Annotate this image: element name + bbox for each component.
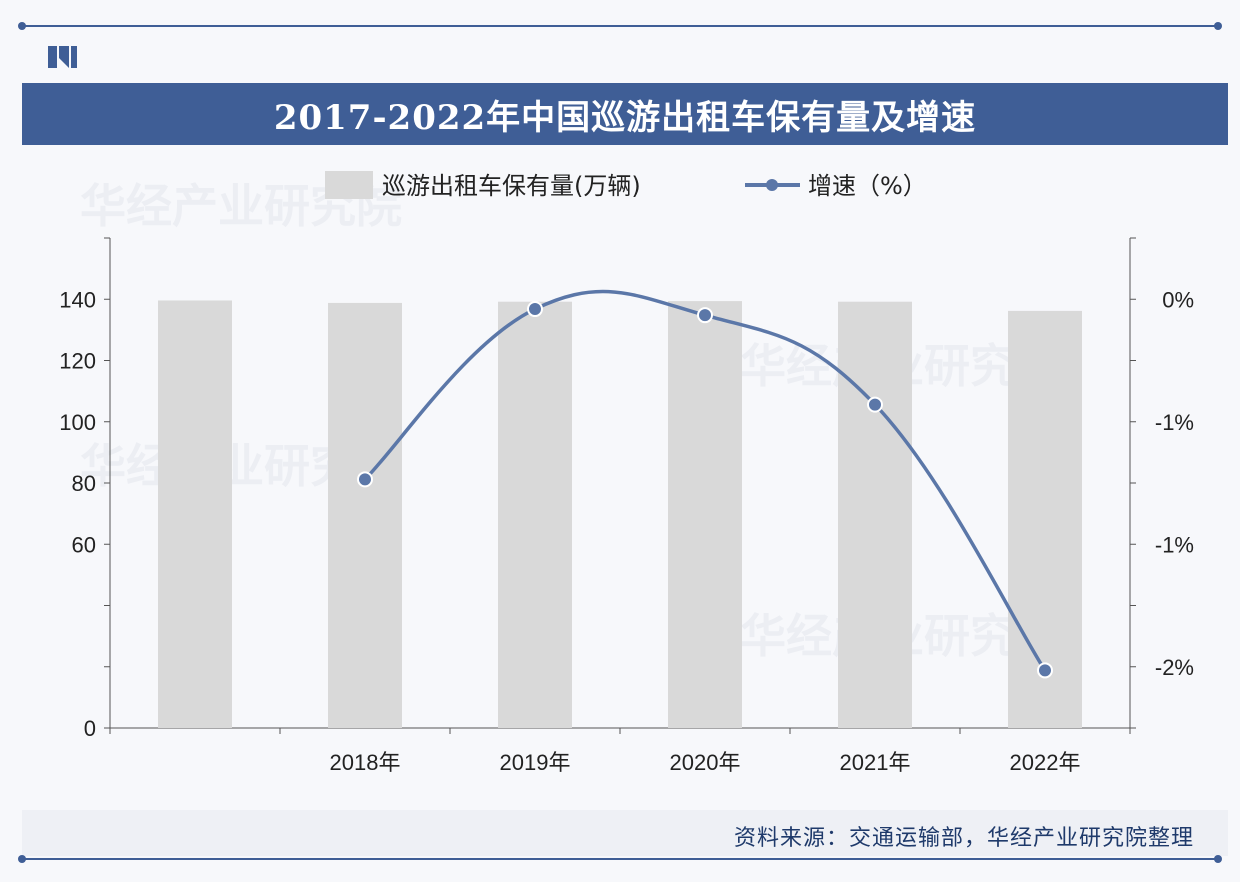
source-text: 资料来源：交通运输部，华经产业研究院整理 — [733, 826, 1194, 851]
legend-line-label: 增速（%） — [808, 172, 927, 200]
legend-line-marker — [766, 179, 778, 191]
x-tick-label: 2021年 — [840, 750, 911, 775]
y-right-tick-label: -1% — [1155, 532, 1194, 557]
x-tick-label: 2019年 — [500, 750, 571, 775]
x-tick-label: 2022年 — [1010, 750, 1081, 775]
bar — [838, 301, 912, 728]
y-right-tick-label: -1% — [1155, 410, 1194, 435]
bar — [328, 302, 402, 728]
growth-point — [697, 307, 713, 324]
legend-bar-swatch — [325, 171, 373, 199]
bottom-rule — [18, 855, 1222, 863]
title-bar: 2017-2022年中国巡游出租车保有量及增速 — [22, 83, 1228, 145]
x-tick-label: 2018年 — [330, 750, 401, 775]
y-left-tick-label: 60 — [72, 532, 96, 557]
y-left-tick-label: 80 — [72, 471, 96, 496]
x-tick-label: 2020年 — [670, 750, 741, 775]
logo-icon — [48, 46, 77, 68]
legend-bar-label: 巡游出租车保有量(万辆) — [382, 172, 641, 200]
growth-point — [527, 301, 543, 318]
top-rule — [18, 22, 1222, 30]
bar — [668, 301, 742, 728]
y-left-tick-label: 120 — [59, 349, 96, 374]
y-right-tick-label: 0% — [1162, 287, 1194, 312]
y-left-tick-label: 100 — [59, 410, 96, 435]
bar — [1008, 310, 1082, 728]
bar — [158, 300, 232, 728]
growth-point — [1037, 662, 1053, 679]
growth-point — [357, 471, 373, 488]
source-bar: 资料来源：交通运输部，华经产业研究院整理 — [22, 810, 1228, 856]
y-right-tick-label: -2% — [1155, 655, 1194, 680]
chart-title: 2017-2022年中国巡游出租车保有量及增速 — [273, 97, 977, 138]
bar — [498, 301, 572, 728]
y-left-tick-label: 0 — [84, 716, 96, 741]
growth-point — [867, 396, 883, 413]
y-left-tick-label: 140 — [59, 287, 96, 312]
